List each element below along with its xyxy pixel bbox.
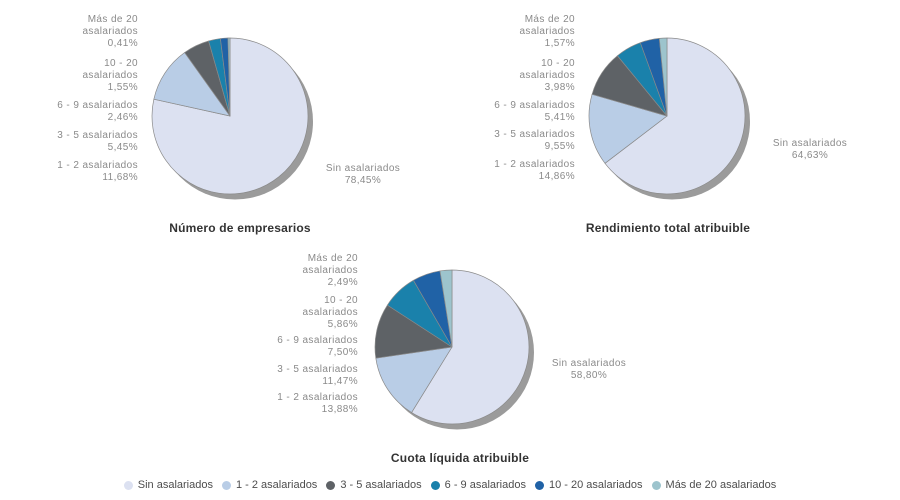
legend-item-3-5-asalariados: 3 - 5 asalariados <box>326 479 422 491</box>
legend-marker-icon <box>430 480 440 490</box>
pie-slice-1-2-asalariados <box>375 346 453 413</box>
pie-slice-1-2-asalariados <box>588 93 668 164</box>
pie-slice-sin-asalariados <box>604 37 746 195</box>
chart-legend: Sin asalariados 1 - 2 asalariados 3 - 5 as… <box>0 477 900 493</box>
pie-numero-de-empresarios <box>151 37 313 200</box>
pie-label-6-9-asalariados: 6 - 9 asalariados 7,50% <box>277 335 358 358</box>
pie-label-10-20: 10 - 20 asalariados 1,55% <box>82 58 138 93</box>
pie-label-mas-de-20: Más de 20 asalariados 2,49% <box>302 253 358 288</box>
pie-label-10-20: 10 - 20 asalariados 3,98% <box>519 58 575 93</box>
legend-marker-icon <box>326 480 336 490</box>
pie-cuota-liquida-atribuible <box>374 269 534 430</box>
pie-slice-mas-de-20-asalariados <box>439 269 453 348</box>
legend-item-sin-asalariados: Sin asalariados <box>123 479 213 491</box>
pie-label-sin-asalariados: Sin asalariados 64,63% <box>772 138 848 161</box>
pie-slice-sin-asalariados <box>411 269 530 425</box>
pie-label-mas-de-20: Más de 20 asalariados 0,41% <box>82 14 138 49</box>
pie-label-sin-asalariados: Sin asalariados 78,45% <box>325 163 401 186</box>
pie-label-sin-asalariados: Sin asalariados 58,80% <box>551 358 627 381</box>
chart-title-rendimiento-total-atribuible: Rendimiento total atribuible <box>585 221 751 235</box>
legend-label: Más de 20 asalariados <box>665 479 777 491</box>
chart-title-numero-de-empresarios: Número de empresarios <box>169 221 311 235</box>
legend-marker-icon <box>123 480 133 490</box>
pie-label-mas-de-20: Más de 20 asalariados 1,57% <box>519 14 575 49</box>
legend-item-mas-de-20-asalariados: Más de 20 asalariados <box>651 479 777 491</box>
legend-label: 10 - 20 asalariados <box>548 479 643 491</box>
legend-marker-icon <box>221 480 231 490</box>
pie-rendimiento-total-atribuible <box>588 37 750 200</box>
pie-label-10-20: 10 - 20 asalariados 5,86% <box>302 295 358 330</box>
legend-label: 6 - 9 asalariados <box>444 479 526 491</box>
legend-label: 3 - 5 asalariados <box>340 479 422 491</box>
pie-label-1-2-asalariados: 1 - 2 asalariados 11,68% <box>57 160 138 183</box>
pie-label-3-5-asalariados: 3 - 5 asalariados 11,47% <box>277 364 358 387</box>
pie-slice-mas-de-20-asalariados <box>658 37 668 117</box>
pie-label-6-9-asalariados: 6 - 9 asalariados 5,41% <box>494 100 575 123</box>
pie-label-1-2-asalariados: 1 - 2 asalariados 13,88% <box>277 392 358 415</box>
legend-item-1-2-asalariados: 1 - 2 asalariados <box>221 479 318 491</box>
pie-slice-mas-de-20-asalariados <box>227 37 231 117</box>
chart-title-cuota-liquida-atribuible: Cuota líquida atribuible <box>390 451 530 465</box>
pie-label-3-5-asalariados: 3 - 5 asalariados 5,45% <box>57 130 138 153</box>
legend-item-10-20-asalariados: 10 - 20 asalariados <box>534 479 643 491</box>
pie-label-6-9-asalariados: 6 - 9 asalariados 2,46% <box>57 100 138 123</box>
pie-label-3-5-asalariados: 3 - 5 asalariados 9,55% <box>494 129 575 152</box>
pie-label-1-2-asalariados: 1 - 2 asalariados 14,86% <box>494 159 575 182</box>
legend-label: 1 - 2 asalariados <box>235 479 318 491</box>
legend-marker-icon <box>534 480 544 490</box>
legend-marker-icon <box>651 480 661 490</box>
legend-label: Sin asalariados <box>137 479 213 491</box>
legend-item-6-9-asalariados: 6 - 9 asalariados <box>430 479 526 491</box>
